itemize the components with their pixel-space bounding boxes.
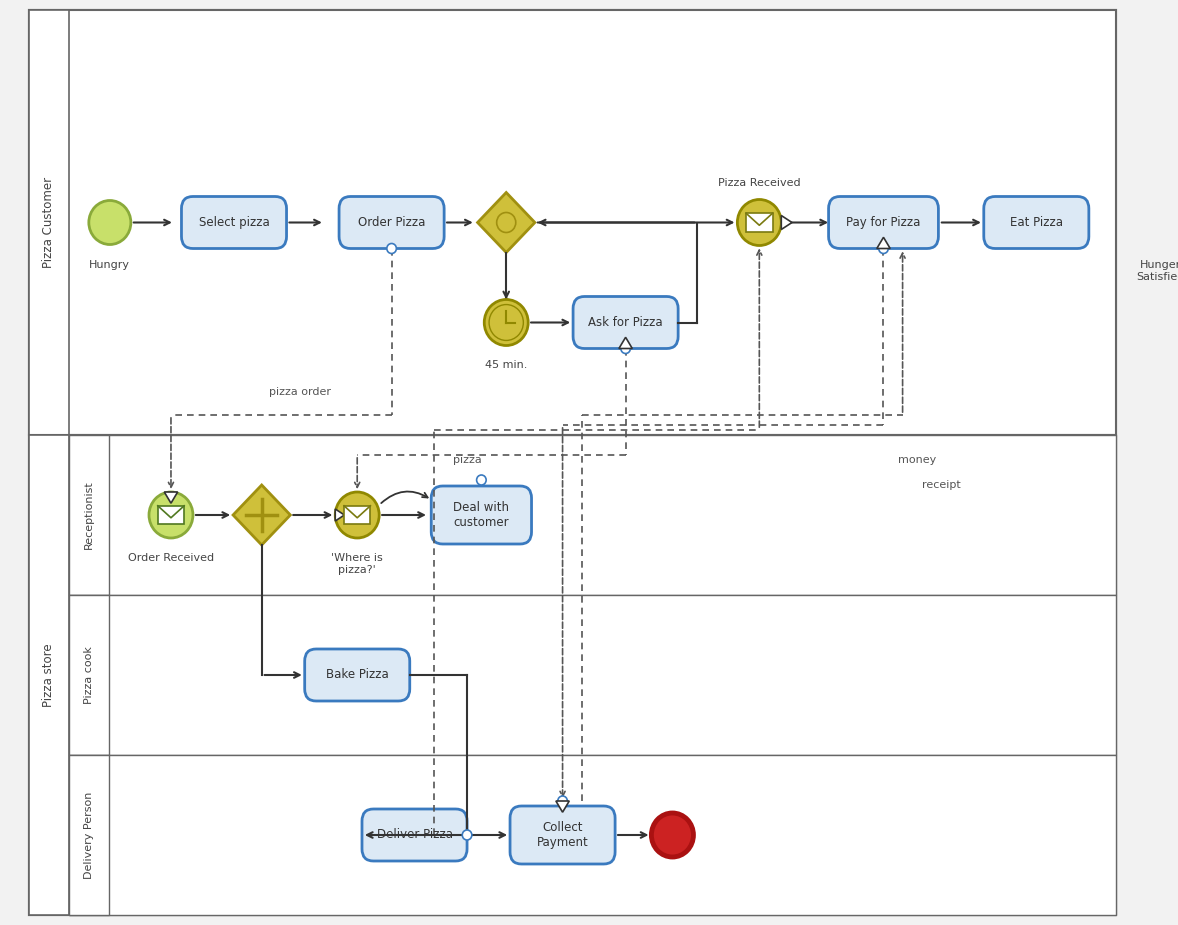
FancyBboxPatch shape <box>828 196 939 249</box>
Text: Receptionist: Receptionist <box>84 481 94 549</box>
Bar <box>344 506 370 524</box>
Circle shape <box>621 343 630 353</box>
FancyBboxPatch shape <box>431 486 531 544</box>
Bar <box>28 10 1116 435</box>
Bar <box>28 435 68 915</box>
Circle shape <box>386 243 396 253</box>
Circle shape <box>148 492 193 538</box>
Bar <box>68 755 108 915</box>
Polygon shape <box>233 485 290 545</box>
Circle shape <box>497 213 516 232</box>
Bar <box>28 435 1116 915</box>
Text: Select pizza: Select pizza <box>199 216 270 229</box>
Bar <box>746 214 773 231</box>
Circle shape <box>558 796 568 806</box>
Text: Ask for Pizza: Ask for Pizza <box>588 316 663 329</box>
Text: Pizza cook: Pizza cook <box>84 646 94 704</box>
Text: Deal with
customer: Deal with customer <box>454 501 509 529</box>
Text: Deliver Pizza: Deliver Pizza <box>377 829 452 842</box>
Polygon shape <box>164 492 178 503</box>
Bar <box>68 435 108 595</box>
Text: Collect
Payment: Collect Payment <box>537 821 589 849</box>
Text: Order Pizza: Order Pizza <box>358 216 425 229</box>
Text: Pay for Pizza: Pay for Pizza <box>846 216 921 229</box>
Circle shape <box>1139 201 1178 244</box>
Circle shape <box>336 492 379 538</box>
Bar <box>68 595 1116 755</box>
FancyBboxPatch shape <box>573 297 679 349</box>
Bar <box>158 506 184 524</box>
FancyBboxPatch shape <box>181 196 286 249</box>
Circle shape <box>484 300 528 346</box>
Text: receipt: receipt <box>921 480 960 490</box>
Text: pizza order: pizza order <box>269 387 331 397</box>
Text: 45 min.: 45 min. <box>485 361 528 371</box>
Circle shape <box>462 830 472 840</box>
Text: pizza: pizza <box>452 455 482 465</box>
Polygon shape <box>618 338 633 349</box>
Text: 'Where is
pizza?': 'Where is pizza?' <box>331 553 383 574</box>
Bar <box>68 435 1116 595</box>
Circle shape <box>651 813 694 857</box>
Polygon shape <box>336 509 344 521</box>
Text: Order Received: Order Received <box>128 553 214 563</box>
Text: Hungry: Hungry <box>90 261 131 270</box>
Text: Pizza store: Pizza store <box>42 643 55 707</box>
Bar <box>68 595 108 755</box>
Circle shape <box>88 201 131 244</box>
Text: Delivery Person: Delivery Person <box>84 791 94 879</box>
Polygon shape <box>781 216 792 229</box>
Text: Eat Pizza: Eat Pizza <box>1010 216 1063 229</box>
Text: Pizza Received: Pizza Received <box>719 178 801 188</box>
Polygon shape <box>556 801 569 812</box>
FancyBboxPatch shape <box>305 649 410 701</box>
Circle shape <box>879 243 888 253</box>
Text: Hunger
Satisfied: Hunger Satisfied <box>1137 261 1178 282</box>
Text: Bake Pizza: Bake Pizza <box>326 669 389 682</box>
FancyBboxPatch shape <box>339 196 444 249</box>
Polygon shape <box>477 192 535 253</box>
Circle shape <box>737 200 781 245</box>
Bar <box>28 10 68 435</box>
Text: Pizza Customer: Pizza Customer <box>42 177 55 268</box>
Text: money: money <box>898 455 937 465</box>
FancyBboxPatch shape <box>362 809 466 861</box>
FancyBboxPatch shape <box>984 196 1088 249</box>
Polygon shape <box>876 238 891 249</box>
Bar <box>68 755 1116 915</box>
FancyBboxPatch shape <box>510 806 615 864</box>
Circle shape <box>477 475 487 485</box>
